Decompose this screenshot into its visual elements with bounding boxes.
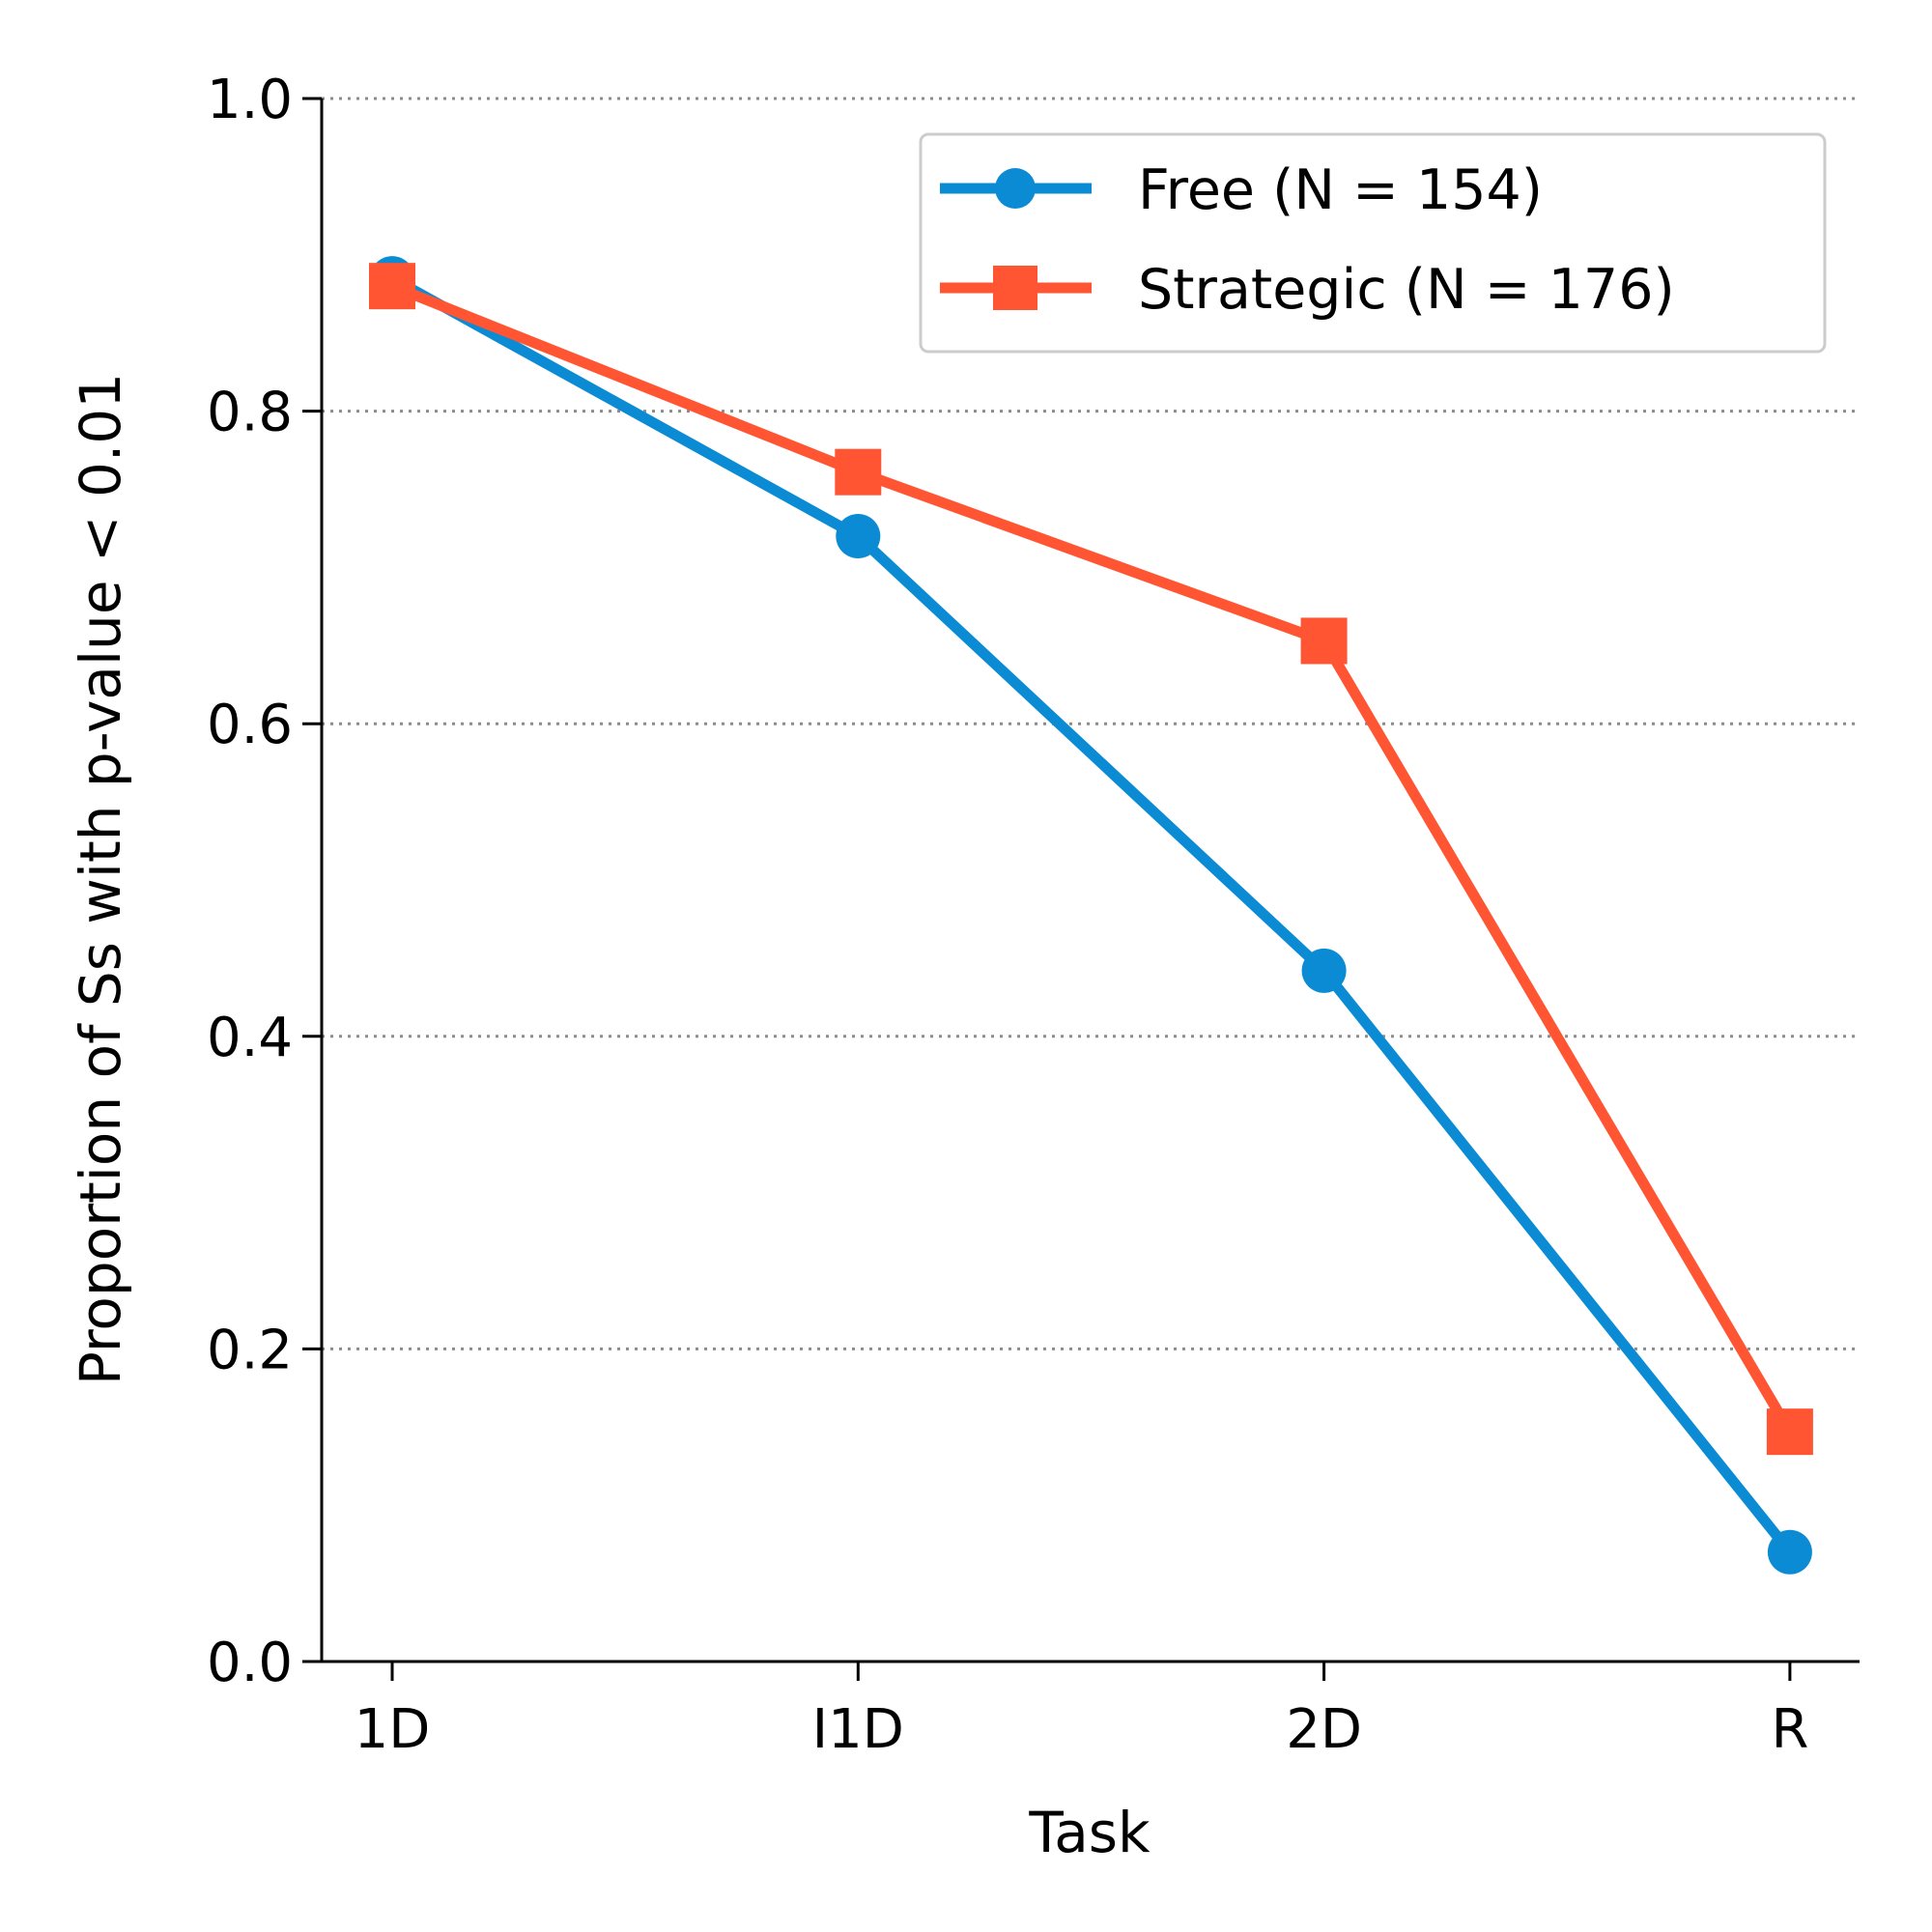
legend-entry-free: Free (N = 154) <box>940 158 1543 222</box>
legend-label-strategic: Strategic (N = 176) <box>1138 258 1675 322</box>
data-point-free <box>836 514 881 559</box>
series-layer <box>369 256 1813 1575</box>
data-point-free <box>1767 1529 1812 1575</box>
legend-marker-free <box>995 168 1036 209</box>
series-line-free <box>389 273 1795 1556</box>
x-tick-label: 1D <box>355 1698 431 1761</box>
legend-label-free: Free (N = 154) <box>1138 158 1543 222</box>
series-line-strategic <box>389 281 1795 1435</box>
y-tick-label: 0.8 <box>207 382 293 444</box>
ticks: 0.0 0.2 0.4 0.6 0.8 1.0 1D I1D 2D R <box>207 69 1808 1761</box>
legend-frame <box>919 132 1827 354</box>
y-tick-label: 0.2 <box>207 1319 293 1381</box>
legend-entry-strategic: Strategic (N = 176) <box>940 258 1675 322</box>
x-tick-label: 2D <box>1286 1698 1362 1761</box>
legend-marker-strategic <box>993 266 1037 310</box>
axes <box>320 99 1860 1663</box>
y-tick-label: 0.0 <box>207 1632 293 1694</box>
data-point-strategic <box>835 448 882 496</box>
data-point-strategic <box>369 263 415 310</box>
x-tick-label: I1D <box>812 1698 904 1761</box>
y-tick-label: 0.6 <box>207 694 293 756</box>
data-point-strategic <box>1300 617 1348 665</box>
y-axis-title: Proportion of Ss with p-value < 0.01 <box>68 373 133 1385</box>
x-axis-title: Task <box>1028 1800 1151 1865</box>
y-tick-label: 0.4 <box>207 1007 293 1069</box>
data-point-strategic <box>1766 1408 1813 1456</box>
data-point-free <box>1301 948 1347 993</box>
legend: Free (N = 154) Strategic (N = 176) <box>919 132 1827 354</box>
y-tick-label: 1.0 <box>207 69 293 131</box>
x-tick-label: R <box>1771 1698 1808 1761</box>
